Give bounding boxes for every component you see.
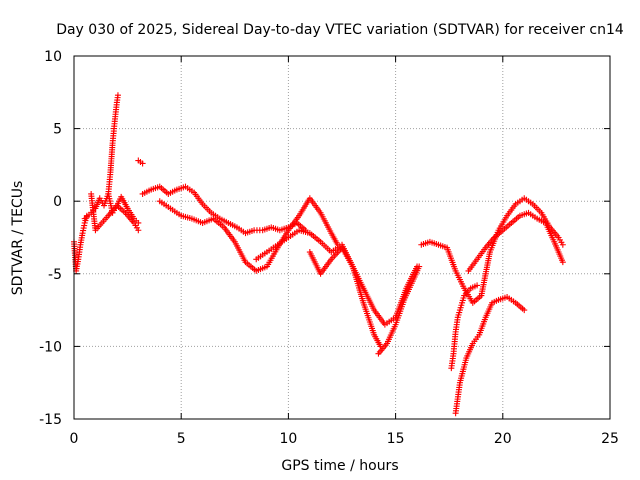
data-point (474, 282, 481, 289)
x-tick-label: 10 (279, 431, 297, 447)
data-point (135, 227, 142, 234)
chart-title: Day 030 of 2025, Sidereal Day-to-day VTE… (56, 22, 624, 38)
data-point (114, 92, 121, 99)
y-axis: -15 -10 -5 0 5 10 (39, 49, 610, 428)
x-tick-label: 25 (601, 431, 619, 447)
data-point (521, 307, 528, 314)
data-point (139, 160, 146, 167)
x-tick-label: 0 (70, 431, 79, 447)
plot-frame (73, 55, 611, 420)
data-point (559, 259, 566, 266)
data-points (71, 92, 566, 417)
x-axis-label: GPS time / hours (281, 458, 398, 474)
y-tick-label: 10 (44, 49, 62, 65)
data-point (416, 263, 423, 270)
y-tick-label: 5 (53, 122, 62, 138)
x-axis: 0 5 10 15 20 25 (70, 56, 619, 447)
x-tick-label: 5 (177, 431, 186, 447)
y-tick-label: -15 (39, 412, 62, 428)
y-tick-label: -10 (39, 339, 62, 355)
y-axis-label: SDTVAR / TECUs (10, 181, 26, 296)
x-tick-label: 15 (387, 431, 405, 447)
x-tick-label: 20 (494, 431, 512, 447)
data-point (559, 241, 566, 248)
grid-lines (74, 56, 610, 419)
y-tick-label: 0 (53, 194, 62, 210)
y-tick-label: -5 (48, 267, 62, 283)
